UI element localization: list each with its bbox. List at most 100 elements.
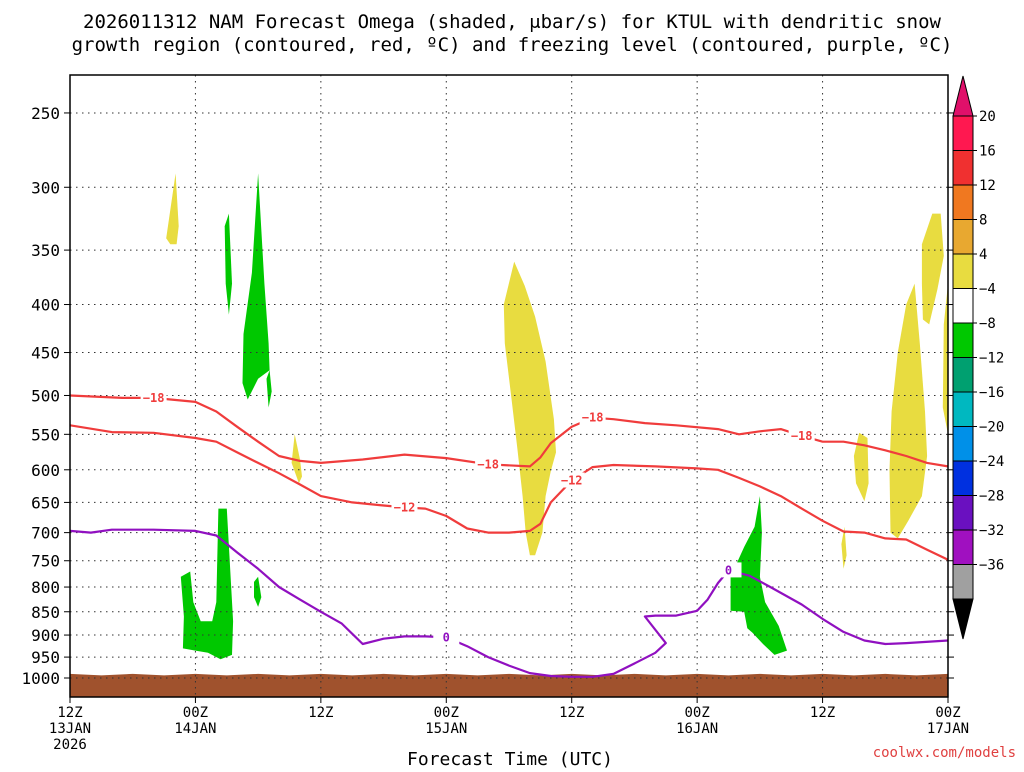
- y-tick-label-650: 650: [31, 493, 60, 512]
- contour-label-bg-0: [140, 389, 167, 405]
- contour-label-bg-6: [433, 629, 460, 645]
- contour-label-bg-3: [788, 427, 815, 443]
- colorbar-label-4: 4: [979, 247, 987, 263]
- colorbar-swatch-9: [952, 426, 974, 462]
- colorbar-swatch-5: [952, 288, 974, 324]
- x-tick-label-24-1: 12Z: [308, 705, 333, 721]
- contour-dgz_top_-18: [70, 394, 948, 468]
- y-tick-label-300: 300: [31, 178, 60, 197]
- axes: 250 300 350 400 450 500 550 600 650 700 750 800 850 9…: [21, 74, 969, 753]
- plot-frame: [69, 74, 949, 698]
- omega-region-13: [730, 496, 787, 655]
- colorbar-label-11: −28: [979, 489, 1004, 505]
- colorbar-bottom-arrow: [952, 598, 974, 640]
- x-tick-label-48-1: 12Z: [559, 705, 584, 721]
- y-tick-label-800: 800: [31, 578, 60, 597]
- omega-region-12: [254, 576, 262, 607]
- colorbar-label-9: −20: [979, 420, 1004, 436]
- x-tick-label-84-2: 17JAN: [927, 721, 969, 737]
- x-axis-label: Forecast Time (UTC): [407, 749, 613, 768]
- contour-label-bg-2: [579, 409, 606, 425]
- y-tick-label-950: 950: [31, 648, 60, 667]
- x-tick-label-36-1: 00Z: [434, 705, 459, 721]
- colorbar-label-10: −24: [979, 454, 1004, 470]
- omega-region-8: [242, 173, 270, 400]
- contour-label-7: 0: [725, 563, 732, 577]
- y-tick-label-850: 850: [31, 603, 60, 622]
- contour-label-bg-4: [391, 499, 418, 515]
- colorbar-swatch-10: [952, 460, 974, 496]
- contour-label-3: −18: [791, 429, 813, 443]
- x-tick-label-60-2: 16JAN: [676, 721, 718, 737]
- x-tick-label-0-3: 2026: [53, 737, 87, 753]
- chart-title-line2: growth region (contoured, red, ºC) and f…: [72, 34, 953, 56]
- colorbar-label-1: 16: [979, 144, 996, 160]
- chart-title-line1: 2026011312 NAM Forecast Omega (shaded, μ…: [83, 11, 941, 33]
- omega-region-6: [291, 434, 302, 484]
- colorbar-swatch-3: [952, 219, 974, 255]
- omega-region-9: [224, 213, 232, 315]
- x-tick-label-36-2: 15JAN: [425, 721, 467, 737]
- colorbar-label-6: −8: [979, 316, 996, 332]
- x-tick-label-0-1: 12Z: [57, 705, 82, 721]
- x-tick-label-0-2: 13JAN: [49, 721, 91, 737]
- colorbar-swatch-11: [952, 495, 974, 531]
- omega-region-2: [921, 213, 944, 325]
- contour-label-bg-1: [475, 456, 502, 472]
- y-tick-label-400: 400: [31, 296, 60, 315]
- colorbar-label-7: −12: [979, 351, 1004, 367]
- x-tick-label-60-1: 00Z: [684, 705, 709, 721]
- colorbar-label-8: −16: [979, 385, 1004, 401]
- omega-region-0: [503, 261, 556, 556]
- y-tick-label-550: 550: [31, 425, 60, 444]
- colorbar-swatch-4: [952, 253, 974, 289]
- omega-region-5: [166, 173, 179, 245]
- y-tick-label-1000: 1000: [21, 669, 60, 688]
- colorbar-swatch-7: [952, 357, 974, 393]
- contour-label-6: 0: [443, 630, 450, 644]
- credit-text: coolwx.com/models: [873, 745, 1016, 761]
- contour-label-0: −18: [143, 391, 165, 405]
- colorbar-swatch-1: [952, 150, 974, 186]
- colorbar: 20 16 12 8 4 −4 −8 −12 −16 −20 −24 −28 −32 −36: [952, 75, 1004, 640]
- y-tick-label-750: 750: [31, 552, 60, 571]
- contour-label-5: −12: [561, 474, 583, 488]
- colorbar-label-2: 12: [979, 178, 996, 194]
- x-tick-label-12-1: 00Z: [183, 705, 208, 721]
- contour-freezing_0: [70, 528, 948, 678]
- contour-label-bg-7: [715, 562, 742, 578]
- contour-label-4: −12: [394, 500, 416, 514]
- omega-region-3: [942, 283, 948, 435]
- x-tick-label-84-1: 00Z: [935, 705, 960, 721]
- colorbar-label-13: −36: [979, 558, 1004, 574]
- y-tick-label-250: 250: [31, 104, 60, 123]
- colorbar-swatch-12: [952, 529, 974, 565]
- surface-fill: [70, 673, 948, 697]
- omega-region-7: [841, 526, 847, 569]
- omega-region-11: [266, 370, 272, 408]
- contour-dgz_bottom_-12: [70, 424, 948, 561]
- omega-region-4: [853, 432, 869, 502]
- colorbar-swatch-8: [952, 391, 974, 427]
- contour-label-2: −18: [582, 411, 604, 425]
- contour-label-bg-5: [558, 472, 585, 488]
- colorbar-label-12: −32: [979, 523, 1004, 539]
- omega-shading: [166, 173, 948, 660]
- contour-label-1: −18: [477, 457, 499, 471]
- y-tick-label-450: 450: [31, 344, 60, 363]
- y-tick-label-700: 700: [31, 524, 60, 543]
- y-tick-label-600: 600: [31, 461, 60, 480]
- colorbar-label-3: 8: [979, 213, 987, 229]
- colorbar-swatch-2: [952, 184, 974, 220]
- omega-region-10: [180, 508, 234, 660]
- colorbar-swatch-0: [952, 115, 974, 151]
- colorbar-label-5: −4: [979, 282, 996, 298]
- x-tick-label-72-1: 12Z: [810, 705, 835, 721]
- contours: −18 −18 −18 −18 −12 −12 0 0: [70, 389, 948, 678]
- colorbar-swatch-6: [952, 322, 974, 358]
- terrain-surface: [70, 673, 948, 697]
- omega-region-1: [889, 283, 928, 539]
- y-tick-label-500: 500: [31, 386, 60, 405]
